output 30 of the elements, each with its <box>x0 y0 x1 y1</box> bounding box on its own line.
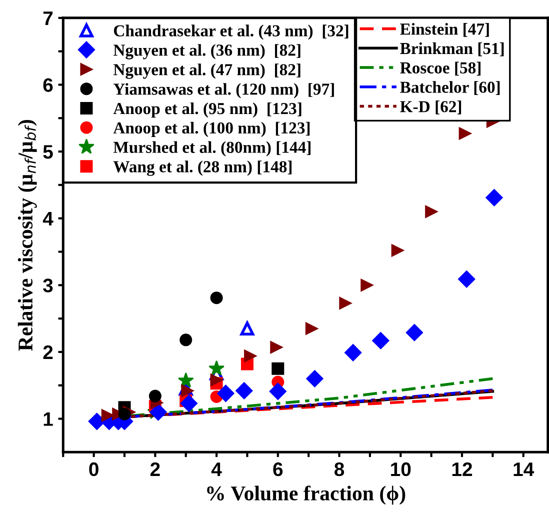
legend-label: Batchelor [60] <box>400 81 500 95</box>
y-tick-label: 4 <box>42 212 54 226</box>
legend-label: Chandrasekar et al. (43 nm) [32] <box>114 24 348 40</box>
y-tick-label: 6 <box>43 78 53 92</box>
legend-label: Einstein [47] <box>400 23 489 37</box>
legend-label: Nguyen et al. (36 nm) [82] <box>113 44 300 60</box>
legend-label: Wang et al. (28 nm) [148] <box>113 160 292 176</box>
y-tick-label: 1 <box>44 412 53 426</box>
x-tick-label: 6 <box>273 462 283 476</box>
x-tick-label: 4 <box>211 462 222 476</box>
legend-label: Anoop et al. (100 nm) [123] <box>113 122 310 137</box>
x-tick-label: 0 <box>89 462 98 476</box>
y-tick-label: 7 <box>43 12 53 25</box>
legend-label: Roscoe [58] <box>400 62 480 76</box>
y-axis-title: Relative viscosity (μ$_{nf}$/μ$_{bf}$) <box>18 120 37 351</box>
x-tick-label: 14 <box>514 462 534 476</box>
y-tick-label: 3 <box>43 278 53 292</box>
x-tick-label: 8 <box>334 462 344 476</box>
y-tick-label: 2 <box>43 345 53 359</box>
x-tick-label: 12 <box>452 462 472 476</box>
legend-label: Anoop et al. (95 nm) [123] <box>113 102 302 118</box>
legend-label: Yiamsawas et al. (120 nm) [97] <box>113 83 334 98</box>
legend-label: K-D [62] <box>400 100 462 114</box>
x-tick-label: 10 <box>391 462 411 476</box>
x-axis-title: % Volume fraction (ϕ) <box>207 486 406 505</box>
legend-label: Brinkman [51] <box>400 42 504 56</box>
x-tick-label: 2 <box>150 462 160 476</box>
y-tick-label: 5 <box>43 145 53 159</box>
legend-label: Murshed et al. (80nm) [144] <box>113 141 310 156</box>
legend-label: Nguyen et al. (47 nm) [82] <box>113 64 300 79</box>
